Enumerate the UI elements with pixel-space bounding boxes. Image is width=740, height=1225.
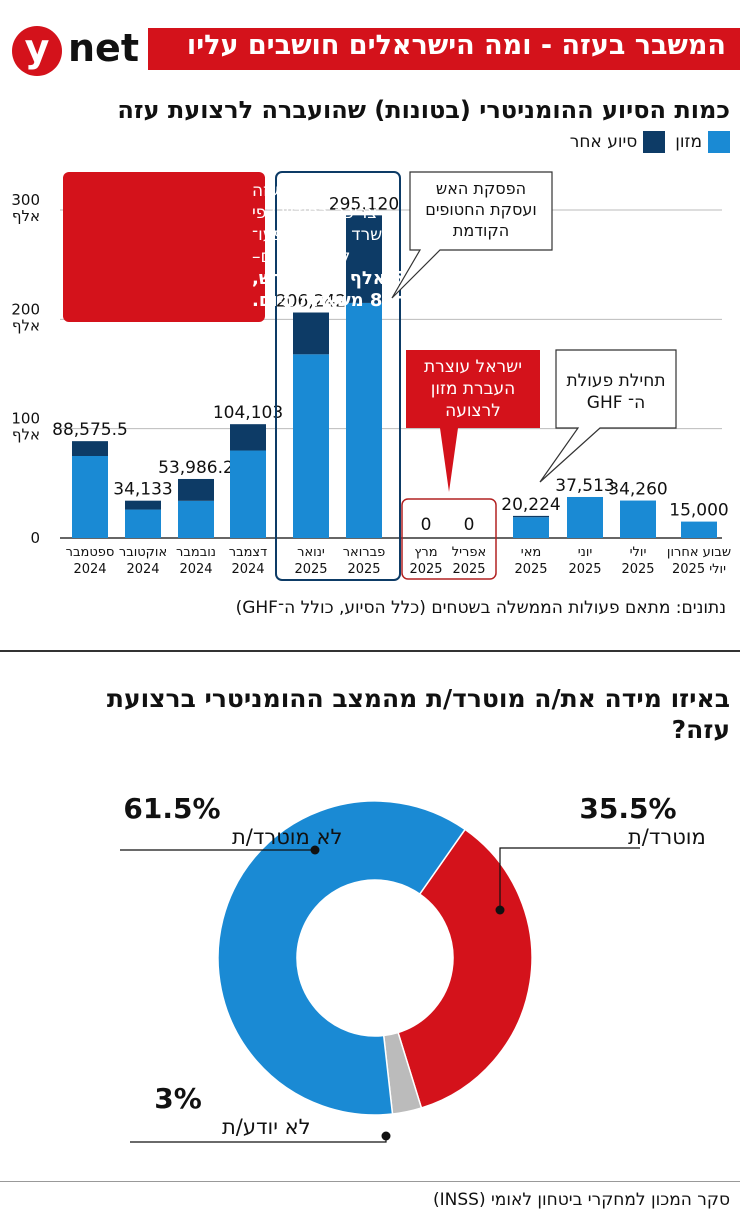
israel-stops-callout bbox=[406, 350, 540, 492]
bar-value-label-1: 34,133 bbox=[113, 480, 172, 500]
bar-food-0 bbox=[72, 456, 108, 538]
legend-other-swatch bbox=[643, 131, 666, 153]
y-tick-label-1: 100 אלף bbox=[11, 410, 40, 444]
donut-slice-0 bbox=[397, 828, 533, 1109]
header-bar bbox=[148, 28, 740, 70]
bar-food-9 bbox=[567, 496, 603, 538]
bar-value-label-9: 37,513 bbox=[555, 476, 614, 496]
bar-other-0 bbox=[72, 441, 108, 456]
donut-pct-label-0: 35.5% bbox=[579, 792, 676, 825]
ynet-logo-net: net bbox=[68, 26, 139, 70]
legend-other: סיוע אחר bbox=[570, 131, 666, 153]
bar-food-2 bbox=[178, 500, 214, 538]
bar-food-1 bbox=[125, 509, 161, 538]
bar-value-label-11: 15,000 bbox=[669, 501, 728, 521]
donut-slice-label-1: לא יודע/ת bbox=[222, 1115, 311, 1139]
x-tick-label-11: שבוע אחרון יולי 2025 bbox=[667, 545, 731, 577]
bar-food-5 bbox=[346, 302, 382, 538]
mar-apr-highlight-box bbox=[401, 498, 497, 580]
ynet-logo bbox=[12, 26, 62, 76]
x-tick-label-2: נובמבר 2024 bbox=[176, 545, 216, 577]
bar-value-label-5: 295,120 bbox=[329, 194, 399, 214]
bar-value-label-10: 34,260 bbox=[608, 480, 667, 500]
x-tick-label-8: מאי 2025 bbox=[514, 545, 547, 577]
bar-value-label-0: 88,575.5 bbox=[52, 420, 128, 440]
donut-pct-label-1: 3% bbox=[154, 1082, 202, 1115]
bar-other-5 bbox=[346, 215, 382, 303]
bar-other-3 bbox=[230, 424, 266, 451]
bar-other-1 bbox=[125, 500, 161, 510]
bottom-divider bbox=[0, 1181, 740, 1182]
survey-source: סקר המכון למחקרי ביטחון לאומי (INSS) bbox=[432, 1190, 730, 1210]
section-divider bbox=[0, 650, 740, 652]
bar-food-8 bbox=[513, 517, 549, 538]
legend-other-label: סיוע אחר bbox=[569, 132, 638, 152]
food-need-callout bbox=[63, 172, 265, 322]
bar-chart-source: נתונים: מתאם פעולות הממשלה בשטחים (כלל ה… bbox=[235, 598, 726, 618]
bar-food-11 bbox=[681, 521, 717, 538]
donut-leader-dot-2 bbox=[310, 845, 320, 855]
y-tick-label-2: 200 אלף bbox=[11, 300, 40, 334]
chart-legend: מזון סיוע אחר bbox=[570, 131, 730, 153]
legend-food-swatch bbox=[708, 131, 730, 153]
bar-value-label-3: 104,103 bbox=[213, 403, 283, 423]
bar-food-10 bbox=[620, 500, 656, 538]
donut-slice-label-0: מוטרד/ת bbox=[628, 825, 706, 849]
legend-food: מזון bbox=[675, 131, 730, 153]
header-title: המשבר בעזה - ומה הישראלים חושבים עליו bbox=[186, 30, 726, 61]
x-tick-label-1: אוקטובר 2024 bbox=[119, 545, 167, 577]
donut-slice-label-2: לא מוטרד/ת bbox=[232, 825, 342, 849]
jan-feb-highlight-box bbox=[275, 171, 401, 581]
x-tick-label-10: יולי 2025 bbox=[621, 545, 654, 577]
bar-value-label-2: 53,986.2 bbox=[158, 458, 234, 478]
ceasefire-callout bbox=[391, 171, 553, 299]
israel-stops-callout-text: ישראל עוצרת העברת מזון לרצועה bbox=[424, 357, 522, 421]
food-need-callout-text: כמות המזון שעזה צריכה בחודש לפי משרד מתאם … bbox=[252, 181, 394, 267]
y-tick-label-3: 300 אלף bbox=[11, 191, 40, 225]
legend-food-label: מזון bbox=[675, 132, 702, 152]
x-tick-label-5: פברואר 2025 bbox=[343, 545, 386, 577]
survey-title: באיזו מידה את/ה מוטרד/ת מהמצב ההומניטרי … bbox=[106, 684, 730, 744]
bar-value-label-7: 0 bbox=[464, 515, 475, 535]
donut-slice-2 bbox=[217, 800, 467, 1116]
x-tick-label-6: מרץ 2025 bbox=[409, 545, 442, 577]
donut-leader-dot-0 bbox=[495, 905, 505, 915]
ceasefire-callout-text: הפסקת האש ועסקת החטופים הקודמת bbox=[425, 179, 537, 240]
x-tick-label-7: אפריל 2025 bbox=[452, 545, 486, 577]
ghf-callout-text: תחילת פעולת ה־ GHF bbox=[566, 371, 665, 413]
donut-leader-dot-1 bbox=[381, 1131, 391, 1141]
food-need-callout-bold: 50 אלף טון בחודש,כ־80 משאיות ביום. bbox=[252, 268, 417, 311]
bar-value-label-6: 0 bbox=[421, 515, 432, 535]
bar-food-4 bbox=[293, 354, 329, 538]
bar-food-3 bbox=[230, 450, 266, 538]
donut-leader-0 bbox=[499, 847, 640, 910]
x-tick-label-0: ספטמבר 2024 bbox=[66, 545, 115, 577]
x-tick-label-3: דצמבר 2024 bbox=[229, 545, 268, 577]
bar-chart-title: כמות הסיוע ההומניטרי (בטונות) שהועברה לר… bbox=[117, 96, 730, 124]
ynet-logo-y: y bbox=[24, 26, 50, 70]
bar-value-label-8: 20,224 bbox=[501, 495, 560, 515]
y-tick-label-0: 0 bbox=[30, 529, 40, 547]
bar-other-2 bbox=[178, 478, 214, 501]
bar-other-8 bbox=[513, 515, 549, 518]
bar-other-4 bbox=[293, 312, 329, 355]
x-tick-label-9: יוני 2025 bbox=[568, 545, 601, 577]
donut-pct-label-2: 61.5% bbox=[123, 792, 220, 825]
ghf-callout bbox=[539, 349, 677, 483]
x-tick-label-4: ינואר 2025 bbox=[294, 545, 327, 577]
bar-value-label-4: 206,242 bbox=[276, 292, 346, 312]
